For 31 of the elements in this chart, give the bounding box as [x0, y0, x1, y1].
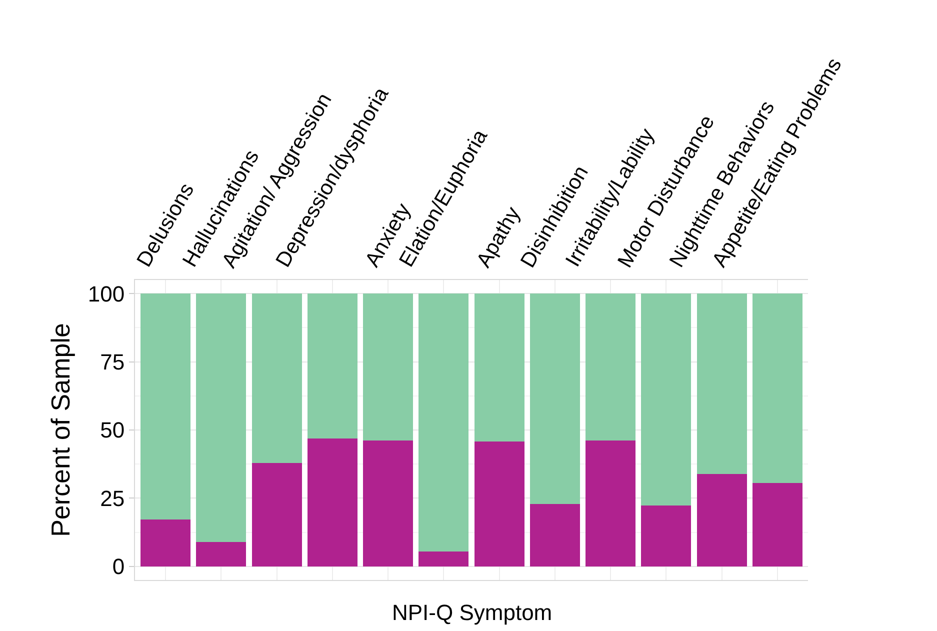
bar: [252, 463, 302, 566]
bar: [752, 294, 802, 483]
bar: [196, 294, 246, 542]
bar: [252, 294, 302, 463]
bar: [307, 294, 358, 438]
bar: [418, 552, 469, 566]
bar: [140, 294, 191, 520]
y-axis-title: Percent of Sample: [45, 323, 76, 537]
bar: [696, 474, 747, 566]
y-tick-label: 75: [100, 350, 125, 375]
x-axis-title: NPI-Q Symptom: [392, 600, 552, 625]
y-tick-label: 100: [88, 281, 125, 306]
bar: [418, 294, 469, 552]
bar: [696, 294, 747, 474]
bar: [752, 482, 802, 566]
y-tick-label: 50: [100, 418, 125, 443]
bar: [363, 440, 414, 566]
bar: [641, 294, 692, 506]
bar: [474, 294, 524, 442]
bar: [196, 542, 246, 566]
bar: [363, 294, 414, 441]
bar: [530, 294, 580, 504]
bar: [641, 506, 692, 566]
y-tick-label: 0: [112, 554, 125, 580]
bar: [140, 520, 191, 566]
bar: [586, 440, 636, 566]
bar: [307, 438, 358, 566]
bar: [586, 294, 636, 441]
bar: [530, 504, 580, 566]
bar: [474, 441, 524, 566]
y-tick-label: 25: [100, 486, 125, 511]
